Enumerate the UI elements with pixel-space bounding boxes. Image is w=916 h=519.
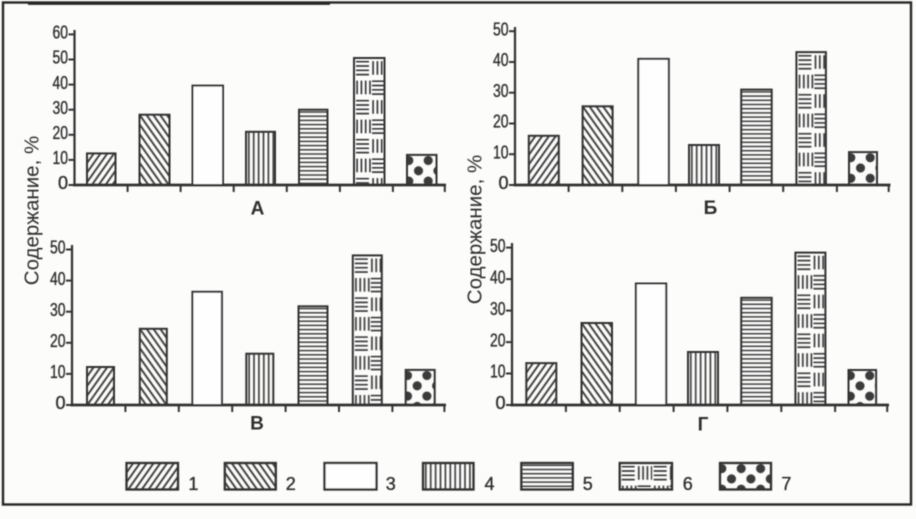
svg-text:30: 30 [50, 300, 66, 320]
svg-text:20: 20 [490, 330, 506, 350]
svg-text:50: 50 [50, 238, 66, 258]
svg-text:50: 50 [493, 19, 509, 39]
svg-text:В: В [250, 414, 264, 435]
svg-text:Содержание, %: Содержание, % [464, 155, 487, 304]
svg-text:Содержание, %: Содержание, % [21, 136, 44, 285]
svg-text:20: 20 [493, 112, 509, 132]
svg-text:10: 10 [490, 362, 506, 382]
svg-text:40: 40 [53, 73, 69, 93]
svg-text:7: 7 [781, 474, 791, 494]
svg-text:6: 6 [683, 474, 693, 494]
svg-text:А: А [251, 199, 265, 220]
svg-text:40: 40 [493, 50, 509, 70]
svg-text:0: 0 [495, 393, 505, 413]
svg-text:3: 3 [386, 474, 396, 494]
svg-text:40: 40 [490, 267, 506, 287]
svg-text:2: 2 [286, 474, 296, 494]
svg-text:10: 10 [53, 148, 69, 168]
svg-text:10: 10 [493, 142, 509, 162]
svg-text:30: 30 [490, 299, 506, 319]
svg-text:10: 10 [50, 362, 66, 382]
svg-text:Б: Б [704, 198, 718, 219]
svg-text:50: 50 [490, 236, 506, 256]
svg-text:40: 40 [50, 269, 66, 289]
svg-text:0: 0 [55, 393, 65, 413]
svg-text:20: 20 [53, 123, 69, 143]
svg-text:30: 30 [53, 98, 69, 118]
svg-text:1: 1 [188, 474, 198, 494]
svg-text:20: 20 [50, 331, 66, 351]
svg-text:50: 50 [53, 48, 69, 68]
svg-text:60: 60 [53, 23, 69, 43]
svg-text:Г: Г [698, 415, 709, 436]
svg-text:0: 0 [498, 173, 508, 193]
svg-text:0: 0 [58, 173, 68, 193]
svg-text:4: 4 [485, 474, 495, 494]
svg-text:5: 5 [583, 474, 593, 494]
svg-text:30: 30 [493, 81, 509, 101]
